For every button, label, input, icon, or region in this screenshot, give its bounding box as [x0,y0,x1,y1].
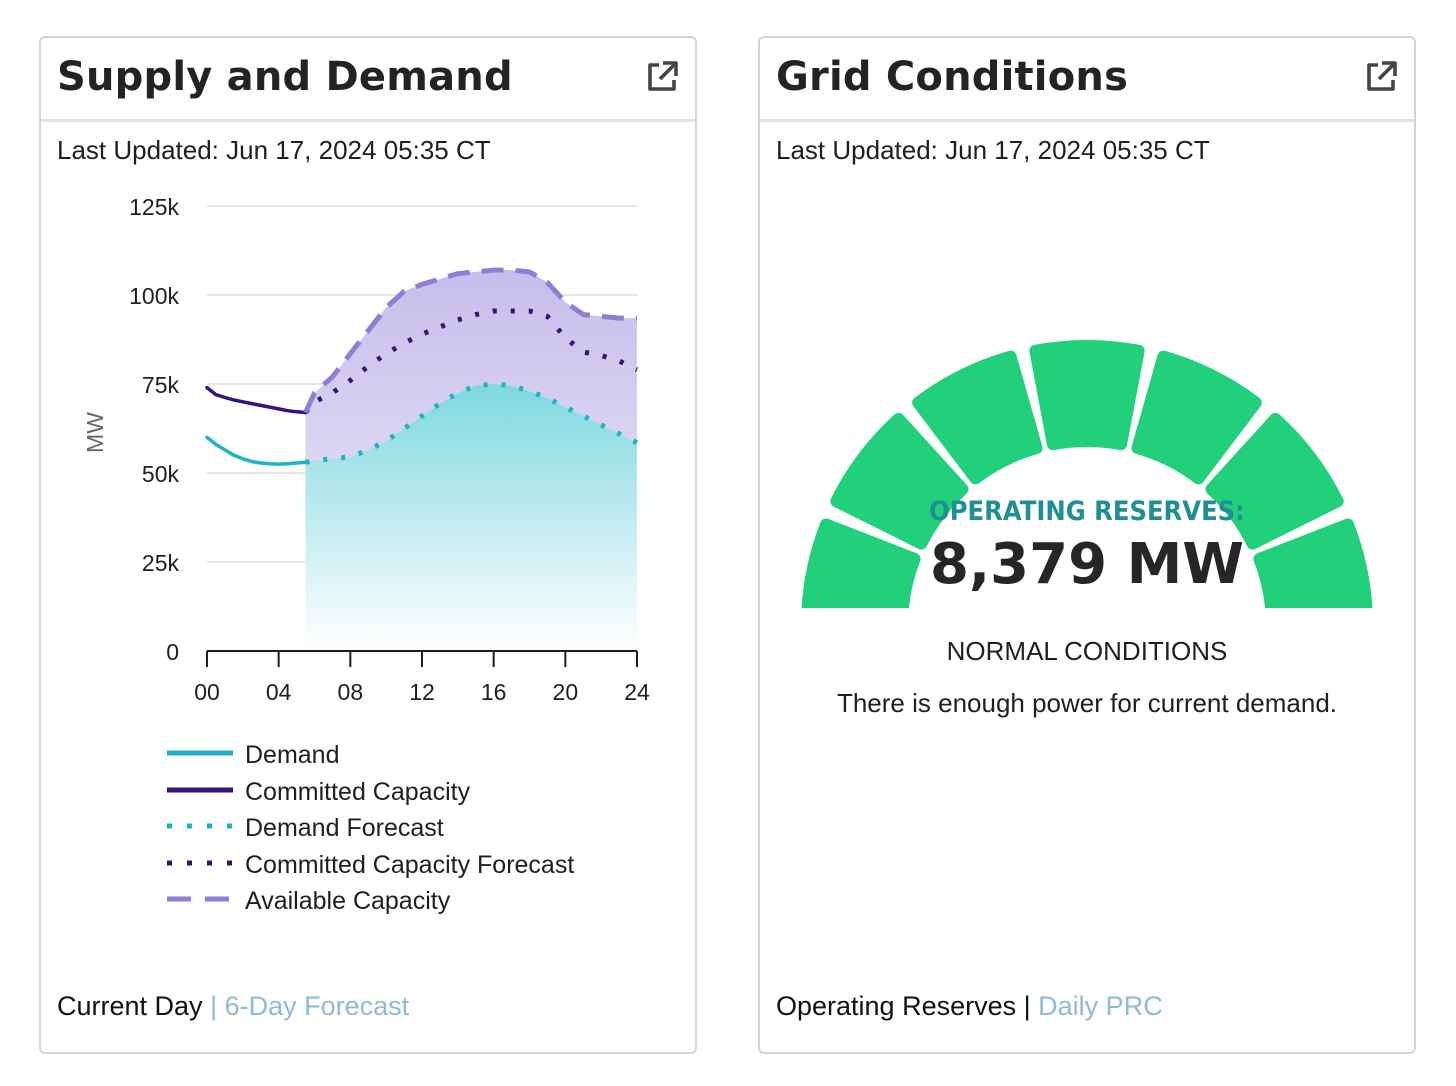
reserves-gauge [801,340,1373,608]
x-tick-label: 24 [624,679,650,705]
y-tick-label: 25k [142,550,180,576]
legend-swatch [167,750,233,756]
legend-label: Demand Forecast [245,814,444,843]
y-tick-label: 75k [142,372,180,398]
gauge-segment [912,350,1043,485]
operating-reserves-value: 8,379 MW [929,532,1245,597]
six-day-forecast-link[interactable]: 6-Day Forecast [224,991,410,1021]
last-updated: Last Updated: Jun 17, 2024 05:35 CT [776,135,1210,165]
x-tick-label: 00 [194,679,220,705]
gauge-segment [801,518,921,608]
legend-swatch [167,860,233,866]
gauge-segment [1205,412,1344,550]
gauge-segment [1131,350,1262,485]
legend-swatch [167,787,233,793]
x-tick-label: 12 [409,679,435,705]
series-line-demand-forecast [305,381,639,465]
card-header: Supply and Demand [41,38,695,122]
available-capacity-area [305,270,637,463]
x-tick-label: 04 [266,679,292,705]
card-footer: Operating Reserves | Daily PRC [776,991,1163,1022]
series-line-committed-capacity [205,385,308,415]
footer-current: Operating Reserves [776,991,1017,1021]
footer-separator: | [210,991,218,1021]
footer-separator: | [1023,991,1031,1021]
gauge-segment [1253,518,1373,608]
series-line-available-capacity [303,267,637,414]
card-header: Grid Conditions [760,38,1414,122]
gauge-segment [830,412,969,550]
x-tick-label: 08 [338,679,364,705]
y-axis-label: MW [82,412,108,453]
supply-demand-card: Supply and Demand Last Updated: Jun 17, … [39,36,697,1054]
status-description: There is enough power for current demand… [836,688,1338,718]
card-title: Supply and Demand [57,54,513,100]
operating-reserves-label: OPERATING RESERVES: [929,496,1245,527]
last-updated: Last Updated: Jun 17, 2024 05:35 CT [57,135,491,165]
card-footer: Current Day | 6-Day Forecast [57,991,409,1022]
series-line-demand [205,435,308,466]
legend-label: Available Capacity [245,887,451,916]
legend-swatch [167,896,233,902]
x-tick-label: 20 [553,679,579,705]
y-tick-label: 125k [129,194,179,220]
y-tick-label: 0 [166,639,179,665]
legend-label: Demand [245,741,340,769]
grid-conditions-card: Grid Conditions Last Updated: Jun 17, 20… [758,36,1416,1054]
legend-label: Committed Capacity [245,777,471,806]
demand-forecast-area [305,384,637,651]
y-tick-label: 100k [129,283,179,309]
x-tick-label: 16 [481,679,507,705]
y-tick-label: 50k [142,461,180,487]
external-link-icon[interactable] [645,60,679,94]
gauge-segment [1029,340,1145,451]
card-title: Grid Conditions [776,54,1129,100]
footer-current: Current Day [57,991,203,1021]
legend-swatch [167,823,233,829]
legend-label: Committed Capacity Forecast [245,850,575,879]
daily-prc-link[interactable]: Daily PRC [1038,991,1163,1021]
supply-demand-chart: 0 25k 50k 75k 100k 125k MW 00 04 08 12 16 20 24 [82,194,650,705]
external-link-icon[interactable] [1364,60,1398,94]
status-text: NORMAL CONDITIONS [946,636,1228,666]
